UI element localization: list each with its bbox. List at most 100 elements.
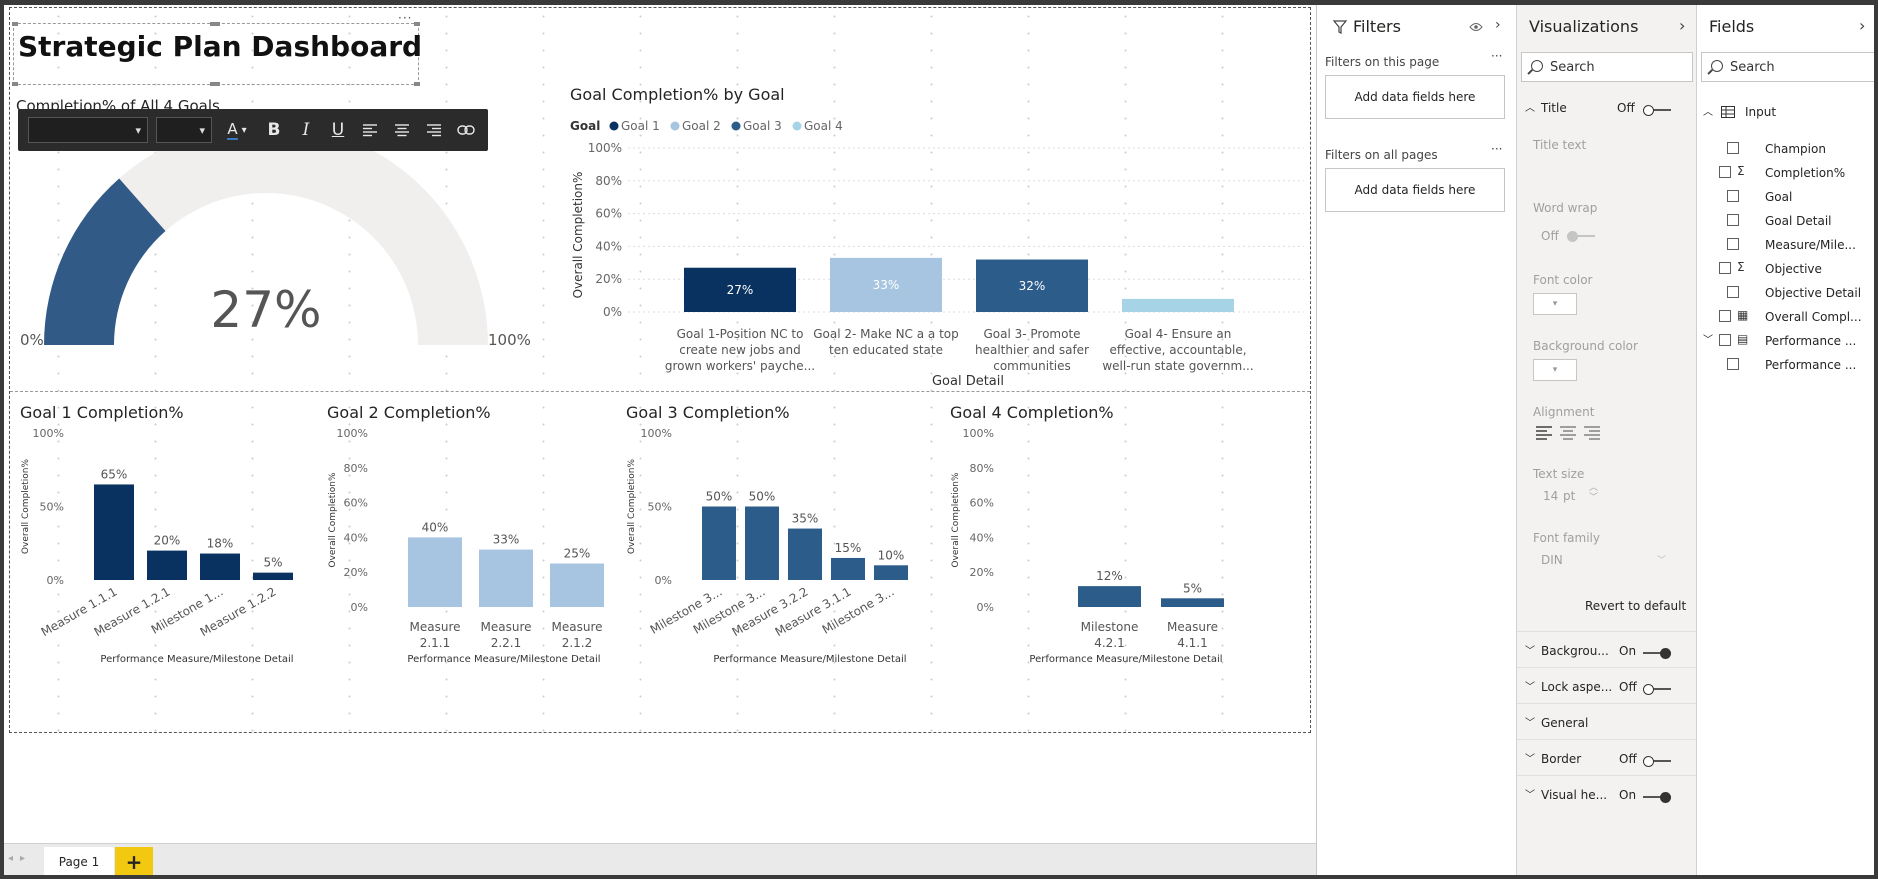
field-item[interactable]: Σ Objective [1697,257,1874,281]
field-checkbox[interactable] [1719,166,1731,178]
page-title[interactable]: Strategic Plan Dashboard [18,30,423,63]
bar[interactable] [200,553,240,580]
bar[interactable] [1161,598,1224,607]
italic-button[interactable]: I [302,120,310,140]
field-item[interactable]: Goal [1697,185,1874,209]
resize-handle[interactable] [210,22,220,26]
y-tick-label: 60% [595,207,622,221]
viz-search-input[interactable]: Search [1521,52,1693,82]
section-toggle[interactable] [1643,756,1671,767]
align-left-icon[interactable] [358,117,382,143]
bar[interactable] [874,565,908,580]
resize-handle[interactable] [12,22,18,26]
chevron-down-icon[interactable]: ﹀ [1657,556,1667,566]
y-tick-label: 100% [588,141,622,155]
field-checkbox[interactable] [1727,142,1739,154]
collapse-fields-icon[interactable]: › [1859,16,1866,35]
text-size-value[interactable]: 14 [1543,489,1559,503]
chart-goal2[interactable]: 100% 80% 60% 40% 20% 0% Overall Completion% 40%… [4,5,1316,705]
bar[interactable] [684,267,796,312]
text-size-stepper[interactable]: ︿ ﹀ [1589,483,1599,503]
field-checkbox[interactable] [1719,262,1731,274]
filters-all-dropzone[interactable]: Add data fields here [1325,168,1505,212]
underline-button[interactable]: U [331,120,345,140]
revert-to-default-link[interactable]: Revert to default [1585,599,1687,613]
section-toggle[interactable] [1643,648,1671,659]
field-item[interactable]: Performance ... [1697,353,1874,377]
field-checkbox[interactable] [1719,310,1731,322]
bar[interactable] [745,506,779,581]
bar[interactable] [94,484,134,580]
bar[interactable] [479,549,533,607]
title-toggle[interactable] [1643,105,1671,116]
collapse-viz-icon[interactable]: › [1679,16,1686,35]
align-right-icon[interactable] [422,117,446,143]
font-family-dropdown[interactable]: ▾ [28,117,148,143]
font-color-picker[interactable]: ▾ [1533,293,1577,315]
word-wrap-toggle[interactable] [1567,231,1595,242]
more-options-icon[interactable]: ··· [1491,49,1503,63]
bar[interactable] [831,557,865,580]
field-checkbox[interactable] [1727,238,1739,250]
format-section[interactable]: ﹀ General [1517,703,1697,739]
more-options-icon[interactable]: ··· [1491,142,1503,156]
resize-handle[interactable] [414,22,420,26]
scroll-left-icon[interactable]: ◂ [8,853,14,864]
gauge-chart[interactable]: 27% [4,5,524,365]
font-family-value[interactable]: DIN [1541,553,1563,567]
field-item[interactable]: Goal Detail [1697,209,1874,233]
font-size-dropdown[interactable]: ▾ [156,117,212,143]
resize-handle[interactable] [210,82,220,86]
bar[interactable] [830,257,942,312]
field-item[interactable]: ▦ Overall Compl... [1697,305,1874,329]
table-input[interactable]: ︿ Input [1697,101,1874,125]
field-item[interactable]: ﹀ ▤ Performance ... [1697,329,1874,353]
format-section[interactable]: ﹀ Lock aspe... Off [1517,667,1697,703]
add-page-button[interactable]: + [115,847,153,875]
bold-button[interactable]: B [267,120,281,140]
bar[interactable] [1078,586,1141,607]
title-textbox-selection[interactable] [12,22,420,86]
bar[interactable] [408,537,462,607]
bar[interactable] [147,550,187,580]
bar[interactable] [702,506,736,581]
field-checkbox[interactable] [1727,190,1739,202]
field-item[interactable]: Objective Detail [1697,281,1874,305]
link-icon[interactable] [454,117,478,143]
collapse-filters-icon[interactable]: › [1495,17,1501,33]
chart-goal1[interactable]: 100% 50% 0% Overall Completion% 65% Measure 1… [4,5,1316,705]
field-checkbox[interactable] [1719,334,1731,346]
resize-handle[interactable] [12,82,18,86]
section-toggle[interactable] [1643,684,1671,695]
field-checkbox[interactable] [1727,214,1739,226]
scroll-right-icon[interactable]: ▸ [20,853,26,864]
resize-handle[interactable] [414,82,420,86]
chart-by-goal[interactable]: Goal Goal 1 Goal 2 Goal 3 Goal 4 100% 80% 60% 40… [4,5,1316,405]
bar[interactable] [788,528,822,580]
field-item[interactable]: Measure/Mile... [1697,233,1874,257]
field-checkbox[interactable] [1727,358,1739,370]
filters-page-dropzone[interactable]: Add data fields here [1325,75,1505,119]
fields-search-input[interactable]: Search [1701,52,1874,82]
more-options-icon[interactable]: ··· [398,11,413,25]
chart-goal4[interactable]: 100% 80% 60% 40% 20% 0% Overall Completion% 12%… [4,5,1316,705]
alignment-buttons[interactable] [1535,425,1605,443]
bar[interactable] [550,563,604,608]
title-section[interactable]: ︿ Title Off [1517,89,1697,125]
format-section[interactable]: ﹀ Border Off [1517,739,1697,775]
field-item[interactable]: Σ Completion% [1697,161,1874,185]
align-center-icon[interactable] [390,117,414,143]
format-section[interactable]: ﹀ Visual he... On [1517,775,1697,811]
eye-icon[interactable] [1469,22,1483,32]
page-tab[interactable]: Page 1 [44,847,114,875]
field-item[interactable]: Champion [1697,137,1874,161]
section-toggle[interactable] [1643,792,1671,803]
font-color-button[interactable]: A ▾ [227,120,247,140]
chart-goal3[interactable]: 100% 50% 0% Overall Completion% 50% Milestone… [4,5,1316,705]
bar[interactable] [976,259,1088,312]
format-section[interactable]: ﹀ Backgrou... On [1517,631,1697,667]
bar[interactable] [253,572,293,580]
bar[interactable] [1122,298,1234,312]
background-color-picker[interactable]: ▾ [1533,359,1577,381]
field-checkbox[interactable] [1727,286,1739,298]
